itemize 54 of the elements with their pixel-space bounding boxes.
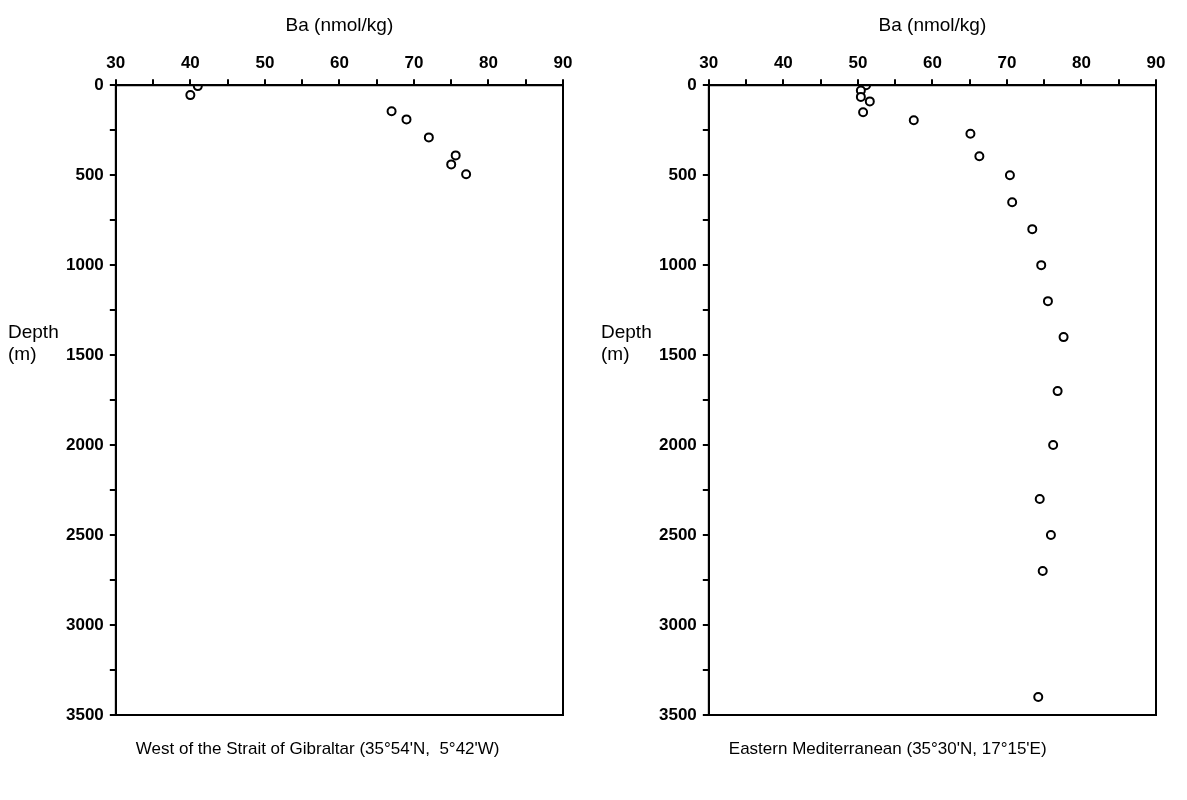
y-tick-label: 1500 [65, 344, 104, 364]
y-axis-title: Depth (m) [601, 320, 652, 364]
x-tick-label: 70 [997, 52, 1017, 72]
point [908, 115, 919, 126]
y-tick-label: 500 [668, 164, 697, 184]
y-tick-label: 1000 [65, 254, 104, 274]
x-tick-label: 90 [1146, 52, 1166, 72]
x-tick-label: 50 [255, 52, 275, 72]
y-tick-label: 3500 [658, 704, 697, 724]
point [1048, 440, 1059, 451]
point [858, 107, 869, 118]
x-tick-label: 60 [922, 52, 942, 72]
point [855, 91, 866, 102]
x-axis-title: Ba (nmol/kg) [878, 13, 987, 35]
point [1036, 260, 1047, 271]
point [974, 151, 985, 162]
x-tick-label: 80 [479, 52, 498, 72]
y-tick-label: 500 [75, 164, 104, 184]
x-tick-label: 60 [329, 52, 349, 72]
point [1058, 332, 1069, 343]
y-tick-label: 2000 [658, 434, 697, 454]
point [864, 96, 875, 107]
point [1045, 530, 1056, 541]
y-tick-label: 3000 [658, 614, 697, 634]
text: West of the Strait of Gibraltar (35°54'N, 5°42'W) [135, 739, 500, 759]
x-tick-label: 50 [848, 52, 868, 72]
point [1027, 224, 1038, 235]
point [1004, 170, 1015, 181]
y-tick-label: 2000 [65, 434, 104, 454]
text: Eastern Mediterranean (35°30'N, 17°15'E) [728, 739, 1047, 759]
y-tick-label: 3500 [65, 704, 104, 724]
x-tick-label: 30 [699, 52, 719, 72]
y-tick-label: 2500 [65, 524, 104, 544]
x-tick-label: 90 [553, 52, 573, 72]
point [1033, 692, 1044, 703]
y-tick-label: 2500 [658, 524, 697, 544]
x-tick-label: 40 [180, 52, 200, 72]
point [1034, 494, 1045, 505]
point [1042, 296, 1053, 307]
point [1052, 386, 1063, 397]
y-tick-label: 3000 [65, 614, 104, 634]
x-tick-label: 80 [1072, 52, 1091, 72]
x-axis-title: Ba (nmol/kg) [285, 13, 394, 35]
y-tick-label: 0 [94, 74, 104, 94]
y-axis-title: Depth (m) [8, 320, 59, 364]
x-tick-label: 40 [773, 52, 793, 72]
point [965, 128, 976, 139]
y-tick-label: 0 [687, 74, 697, 94]
point [1037, 566, 1048, 577]
y-tick-label: 1000 [658, 254, 697, 274]
x-tick-label: 70 [404, 52, 424, 72]
x-tick-label: 30 [106, 52, 126, 72]
y-tick-label: 1500 [658, 344, 697, 364]
point [1007, 197, 1018, 208]
